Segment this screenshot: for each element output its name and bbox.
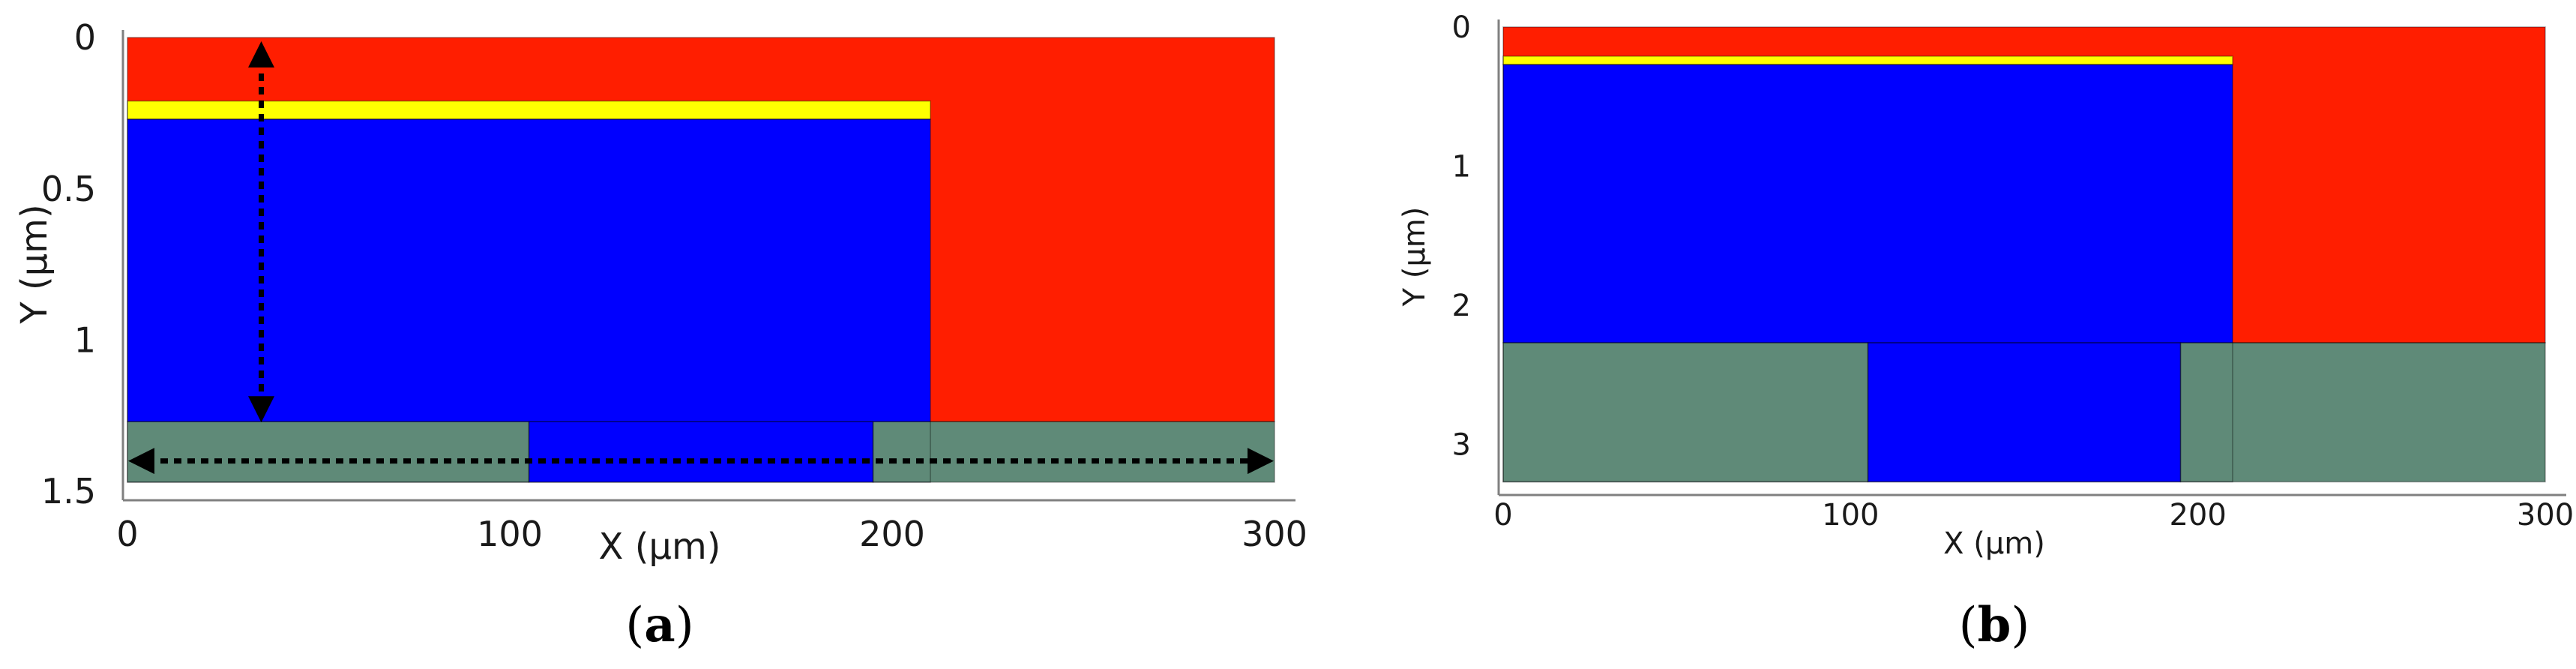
left-electrode (1503, 342, 1868, 482)
yellow-layer-outline (127, 100, 931, 120)
blue-gap-region (1868, 342, 2181, 482)
x-tick-label: 100 (477, 514, 543, 554)
panel-b: 0 100 200 300 0 1 2 3 X (µm) Y (µm) (b) (1397, 10, 2574, 653)
x-tick-label: 300 (2517, 498, 2574, 532)
axes (121, 30, 1295, 502)
y-axis-title: Y (µm) (1397, 207, 1432, 308)
red-region-outline (1502, 26, 2546, 344)
y-tick-labels: 0 1 2 3 (1452, 10, 1471, 462)
y-tick-label: 2 (1452, 289, 1471, 323)
y-tick-label: 3 (1452, 428, 1471, 462)
y-tick-label: 0.5 (41, 169, 96, 209)
x-axis-title: X (µm) (1943, 526, 2045, 561)
x-tick-labels: 0 100 200 300 (1493, 498, 2574, 532)
right-electrode-outline (2179, 342, 2546, 483)
arrows (128, 41, 1274, 475)
y-axis-title: Y (µm) (13, 204, 55, 324)
left-electrode-outline (1502, 342, 1869, 483)
x-axis-title: X (µm) (599, 526, 721, 568)
y-tick-label: 0 (74, 17, 96, 58)
x-tick-label: 200 (2169, 498, 2226, 532)
red-region-outline (127, 37, 1275, 422)
blue-gap-region (529, 422, 873, 482)
panel-a: 0 100 200 300 0 0.5 1 1.5 X (µm) Y (µm) (a) (13, 17, 1307, 653)
left-electrode (127, 422, 529, 482)
right-electrode (873, 422, 1275, 482)
x-tick-label: 100 (1822, 498, 1879, 532)
blue-gap-region-outline (1867, 342, 2182, 483)
y-tick-labels: 0 0.5 1 1.5 (41, 17, 96, 512)
x-tick-label: 300 (1242, 514, 1307, 554)
x-tick-label: 0 (1493, 498, 1512, 532)
yellow-layer-outline (1502, 56, 2233, 65)
panel-label: (b) (1959, 597, 2030, 653)
x-tick-label: 200 (859, 514, 925, 554)
y-tick-label: 1.5 (41, 471, 96, 512)
right-electrode (2180, 342, 2545, 482)
yellow-layer (127, 100, 930, 119)
y-tick-label: 1 (74, 320, 96, 360)
regions (127, 37, 1275, 483)
panel-label: (a) (625, 597, 693, 653)
y-tick-label: 0 (1452, 10, 1471, 45)
axes (1497, 20, 2566, 496)
x-tick-labels: 0 100 200 300 (116, 514, 1307, 554)
blue-region-outline (127, 118, 931, 483)
x-tick-label: 0 (116, 514, 138, 554)
regions (1502, 26, 2546, 483)
y-tick-label: 1 (1452, 149, 1471, 184)
blue-region-outline (1502, 64, 2233, 483)
yellow-layer (1503, 56, 2233, 65)
